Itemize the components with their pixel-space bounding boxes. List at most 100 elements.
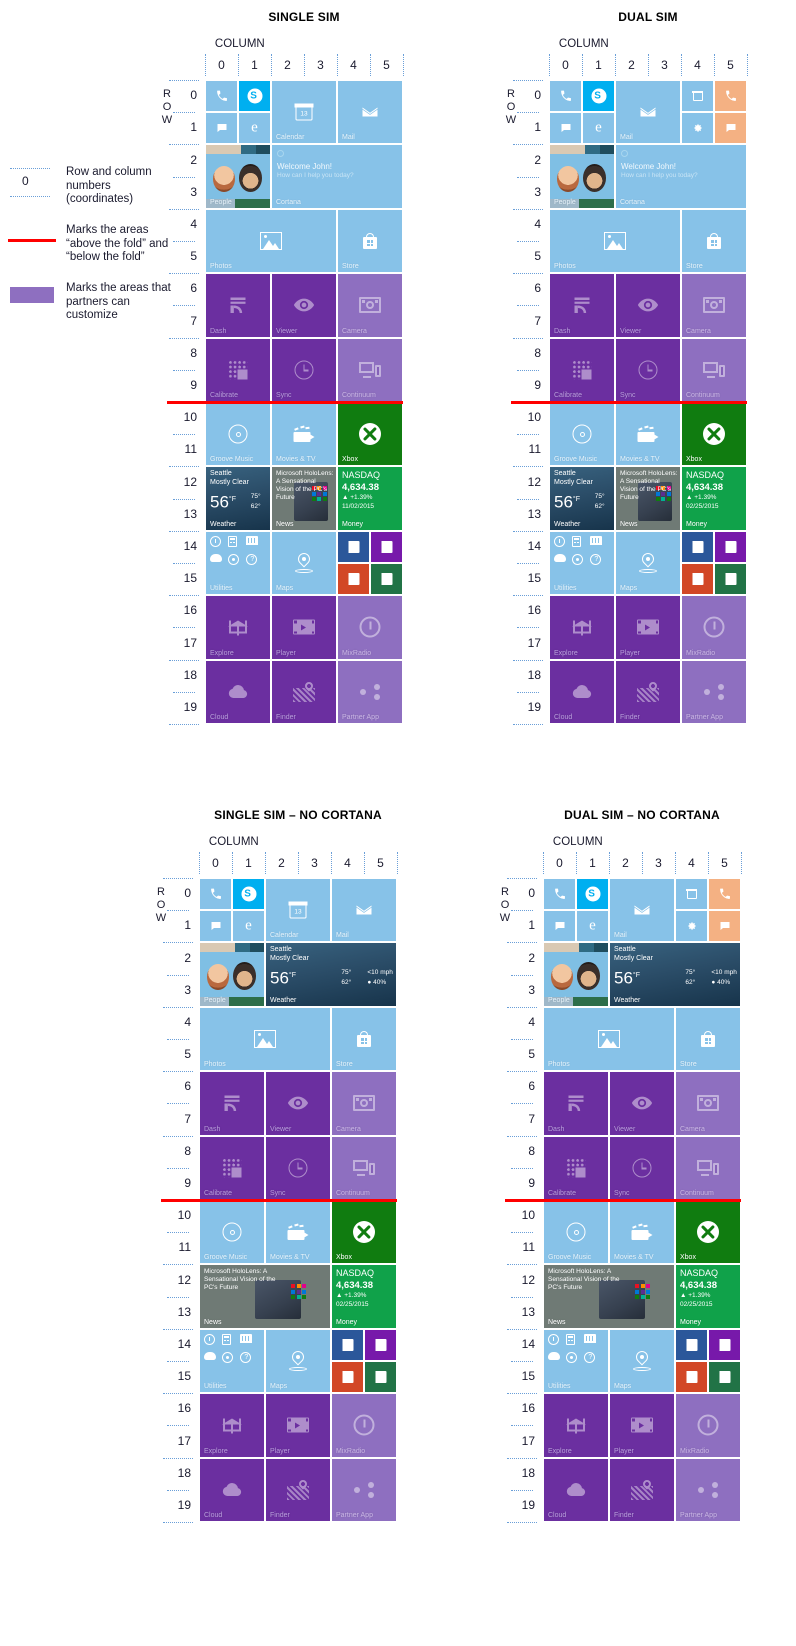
tile-excel[interactable]: X [714,563,747,596]
tile-weather[interactable]: Seattle Mostly Clear 56°F 75° 62° Weather [205,466,271,531]
tile-player[interactable]: Player [615,595,681,660]
tile-cortana[interactable]: Welcome John! How can I help you today? Co… [615,144,747,209]
tile-mixradio[interactable]: MixRadio [681,595,747,660]
tile-cortana[interactable]: Welcome John! How can I help you today? Co… [271,144,403,209]
tile-excel[interactable]: X [364,1361,397,1394]
tile-continuum[interactable]: Continuum [337,337,403,402]
tile-photos[interactable]: Photos [543,1006,675,1072]
tile-skype[interactable]: S [576,878,609,911]
tile-phone[interactable] [199,878,232,911]
tile-finder[interactable]: Finder [265,1457,331,1522]
tile-finder[interactable]: Finder [271,659,337,724]
tile-onenote[interactable]: N [708,1328,741,1361]
tile-player[interactable]: Player [271,595,337,660]
tile-people[interactable]: People [549,144,615,209]
tile-maps[interactable]: Maps [609,1328,675,1394]
tile-weather[interactable]: Seattle Mostly Clear 56°F 75° 62° Weather [549,466,615,531]
tile-messaging[interactable] [549,112,582,145]
tile-xbox[interactable]: Xbox [337,402,403,467]
tile-excel[interactable]: X [370,563,403,596]
tile-powerpoint[interactable]: P [337,563,370,596]
tile-player[interactable]: Player [265,1393,331,1458]
tile-finder[interactable]: Finder [615,659,681,724]
tile-dash[interactable]: Dash [549,273,615,338]
tile-utilities[interactable]: ? Utilities [205,530,271,596]
tile-mixradio[interactable]: MixRadio [337,595,403,660]
tile-messaging-sim2[interactable] [708,910,741,943]
tile-calibrate[interactable]: Calibrate [543,1135,609,1200]
tile-maps[interactable]: Maps [271,530,337,596]
tile-cloud[interactable]: Cloud [543,1457,609,1522]
tile-skype[interactable]: S [238,80,271,113]
tile-photos[interactable]: Photos [549,208,681,274]
tile-onenote[interactable]: N [370,530,403,563]
tile-photos[interactable]: Photos [199,1006,331,1072]
tile-onenote[interactable]: N [364,1328,397,1361]
tile-sync[interactable]: Sync [265,1135,331,1200]
tile-phone-sim2[interactable] [714,80,747,113]
tile-edge[interactable]: e [576,910,609,943]
tile-dash[interactable]: Dash [205,273,271,338]
tile-utilities[interactable]: ? Utilities [199,1328,265,1394]
tile-store[interactable]: Store [681,208,747,274]
tile-sync[interactable]: Sync [271,337,337,402]
tile-word[interactable]: W [337,530,370,563]
tile-mixradio[interactable]: MixRadio [675,1393,741,1458]
tile-finder[interactable]: Finder [609,1457,675,1522]
tile-store[interactable]: Store [675,1006,741,1072]
tile-people[interactable]: People [543,942,609,1007]
tile-sync[interactable]: Sync [609,1135,675,1200]
tile-word[interactable]: W [675,1328,708,1361]
tile-powerpoint[interactable]: P [675,1361,708,1394]
tile-people[interactable]: People [199,942,265,1007]
tile-continuum[interactable]: Continuum [331,1135,397,1200]
tile-messaging[interactable] [199,910,232,943]
tile-money[interactable]: NASDAQ 4,634.38 ▲ +1.39% 02/25/2015 Money [331,1264,397,1329]
tile-word[interactable]: W [681,530,714,563]
tile-weather[interactable]: Seattle Mostly Clear 56°F 75° 62° <10 mph ● 40… [265,942,397,1007]
tile-calendar[interactable]: 13 Calendar [265,878,331,943]
tile-store[interactable]: Store [337,208,403,274]
tile-money[interactable]: NASDAQ 4,634.38 ▲ +1.39% 02/25/2015 Money [675,1264,741,1329]
tile-camera[interactable]: Camera [681,273,747,338]
tile-movies-tv[interactable]: Movies & TV [265,1200,331,1265]
tile-cloud[interactable]: Cloud [205,659,271,724]
tile-explore[interactable]: Explore [199,1393,265,1458]
tile-groove-music[interactable]: Groove Music [543,1200,609,1265]
tile-money[interactable]: NASDAQ 4,634.38 ▲ +1.39% 02/25/2015 Money [681,466,747,531]
tile-cloud[interactable]: Cloud [199,1457,265,1522]
tile-maps[interactable]: Maps [265,1328,331,1394]
tile-xbox[interactable]: Xbox [675,1200,741,1265]
tile-settings[interactable] [681,112,714,145]
tile-continuum[interactable]: Continuum [675,1135,741,1200]
tile-camera[interactable]: Camera [675,1071,741,1136]
tile-powerpoint[interactable]: P [331,1361,364,1394]
tile-phone[interactable] [205,80,238,113]
tile-groove-music[interactable]: Groove Music [199,1200,265,1265]
tile-partner-app[interactable]: Partner App [331,1457,397,1522]
tile-partner-app[interactable]: Partner App [675,1457,741,1522]
tile-camera[interactable]: Camera [331,1071,397,1136]
tile-mail[interactable]: Mail [331,878,397,943]
tile-calibrate[interactable]: Calibrate [205,337,271,402]
tile-groove-music[interactable]: Groove Music [549,402,615,467]
tile-news[interactable]: Microsoft HoloLens: A Sensational Vision… [271,466,337,531]
tile-calendar[interactable] [675,878,708,911]
tile-settings[interactable] [675,910,708,943]
tile-news[interactable]: Microsoft HoloLens: A Sensational Vision… [543,1264,675,1329]
tile-dash[interactable]: Dash [199,1071,265,1136]
tile-camera[interactable]: Camera [337,273,403,338]
tile-movies-tv[interactable]: Movies & TV [609,1200,675,1265]
tile-edge[interactable]: e [238,112,271,145]
tile-partner-app[interactable]: Partner App [681,659,747,724]
tile-word[interactable]: W [331,1328,364,1361]
tile-news[interactable]: Microsoft HoloLens: A Sensational Vision… [615,466,681,531]
tile-explore[interactable]: Explore [205,595,271,660]
tile-explore[interactable]: Explore [549,595,615,660]
tile-calendar[interactable] [681,80,714,113]
tile-viewer[interactable]: Viewer [265,1071,331,1136]
tile-calibrate[interactable]: Calibrate [199,1135,265,1200]
tile-phone[interactable] [549,80,582,113]
tile-movies-tv[interactable]: Movies & TV [271,402,337,467]
tile-groove-music[interactable]: Groove Music [205,402,271,467]
